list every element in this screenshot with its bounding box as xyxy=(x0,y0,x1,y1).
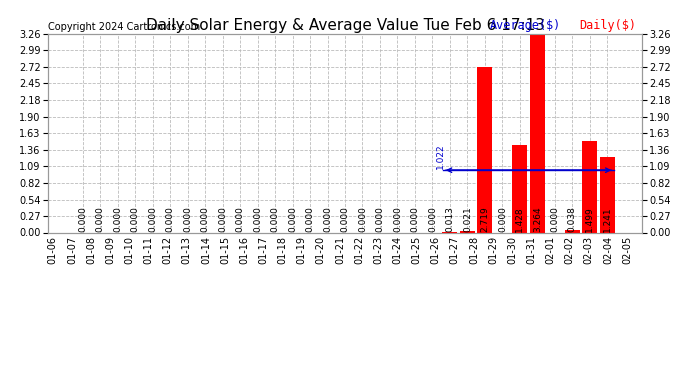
Bar xyxy=(513,146,527,232)
Text: 0.000: 0.000 xyxy=(358,206,367,232)
Text: 0.000: 0.000 xyxy=(375,206,384,232)
Text: 02-03: 02-03 xyxy=(584,236,594,264)
Text: 01-25: 01-25 xyxy=(411,236,422,264)
Bar xyxy=(565,230,580,232)
Text: 0.000: 0.000 xyxy=(148,206,157,232)
Text: 0.013: 0.013 xyxy=(446,206,455,232)
Bar xyxy=(460,231,475,232)
Text: 0.000: 0.000 xyxy=(498,206,507,232)
Text: 01-21: 01-21 xyxy=(335,236,345,264)
Text: 01-12: 01-12 xyxy=(163,236,172,264)
Bar xyxy=(530,33,545,232)
Text: 01-09: 01-09 xyxy=(106,236,115,264)
Text: 01-13: 01-13 xyxy=(182,236,192,264)
Text: 1.022: 1.022 xyxy=(436,143,445,169)
Text: 01-30: 01-30 xyxy=(507,236,518,264)
Text: 02-02: 02-02 xyxy=(564,236,575,264)
Text: 01-06: 01-06 xyxy=(48,236,58,264)
Text: 01-14: 01-14 xyxy=(201,236,211,264)
Text: 02-05: 02-05 xyxy=(622,236,632,264)
Text: 1.499: 1.499 xyxy=(585,207,594,232)
Text: 0.000: 0.000 xyxy=(253,206,262,232)
Text: 0.000: 0.000 xyxy=(306,206,315,232)
Text: 01-29: 01-29 xyxy=(488,236,498,264)
Text: 0.000: 0.000 xyxy=(113,206,122,232)
Text: 0.000: 0.000 xyxy=(183,206,192,232)
Text: 0.000: 0.000 xyxy=(235,206,244,232)
Text: 1.428: 1.428 xyxy=(515,207,524,232)
Text: 01-23: 01-23 xyxy=(373,236,383,264)
Text: 01-10: 01-10 xyxy=(124,236,135,264)
Text: 02-04: 02-04 xyxy=(603,236,613,264)
Text: 0.000: 0.000 xyxy=(130,206,139,232)
Text: 0.000: 0.000 xyxy=(551,206,560,232)
Text: 0.000: 0.000 xyxy=(270,206,279,232)
Text: 01-07: 01-07 xyxy=(67,236,77,264)
Text: 01-15: 01-15 xyxy=(220,236,230,264)
Text: 0.000: 0.000 xyxy=(166,206,175,232)
Text: 01-27: 01-27 xyxy=(450,236,460,264)
Text: Average($): Average($) xyxy=(490,19,561,32)
Text: 01-08: 01-08 xyxy=(86,236,96,264)
Text: 02-01: 02-01 xyxy=(546,236,555,264)
Text: 0.000: 0.000 xyxy=(411,206,420,232)
Bar xyxy=(600,157,615,232)
Text: 0.000: 0.000 xyxy=(340,206,350,232)
Text: 01-17: 01-17 xyxy=(259,236,268,264)
Text: 0.000: 0.000 xyxy=(323,206,332,232)
Text: 0.000: 0.000 xyxy=(78,206,87,232)
Text: 0.000: 0.000 xyxy=(393,206,402,232)
Bar xyxy=(582,141,598,232)
Text: 0.000: 0.000 xyxy=(288,206,297,232)
Title: Daily Solar Energy & Average Value Tue Feb 6 17:13: Daily Solar Energy & Average Value Tue F… xyxy=(146,18,544,33)
Text: 0.021: 0.021 xyxy=(463,207,472,232)
Text: 01-26: 01-26 xyxy=(431,236,441,264)
Text: 01-24: 01-24 xyxy=(393,236,402,264)
Text: 01-28: 01-28 xyxy=(469,236,479,264)
Text: 0.000: 0.000 xyxy=(428,206,437,232)
Text: 01-20: 01-20 xyxy=(316,236,326,264)
Text: 01-18: 01-18 xyxy=(277,236,288,264)
Text: 0.000: 0.000 xyxy=(96,206,105,232)
Text: 2.719: 2.719 xyxy=(480,207,489,232)
Text: 01-11: 01-11 xyxy=(144,236,154,264)
Bar xyxy=(477,67,493,232)
Text: 3.264: 3.264 xyxy=(533,207,542,232)
Text: Daily($): Daily($) xyxy=(580,19,637,32)
Text: 01-31: 01-31 xyxy=(526,236,536,264)
Text: 0.038: 0.038 xyxy=(568,206,577,232)
Text: 01-19: 01-19 xyxy=(297,236,307,264)
Text: 01-16: 01-16 xyxy=(239,236,249,264)
Text: 0.000: 0.000 xyxy=(218,206,227,232)
Text: Copyright 2024 Cartronics.com: Copyright 2024 Cartronics.com xyxy=(48,22,200,32)
Text: 01-22: 01-22 xyxy=(354,236,364,264)
Text: 0.000: 0.000 xyxy=(201,206,210,232)
Text: 1.241: 1.241 xyxy=(603,207,612,232)
